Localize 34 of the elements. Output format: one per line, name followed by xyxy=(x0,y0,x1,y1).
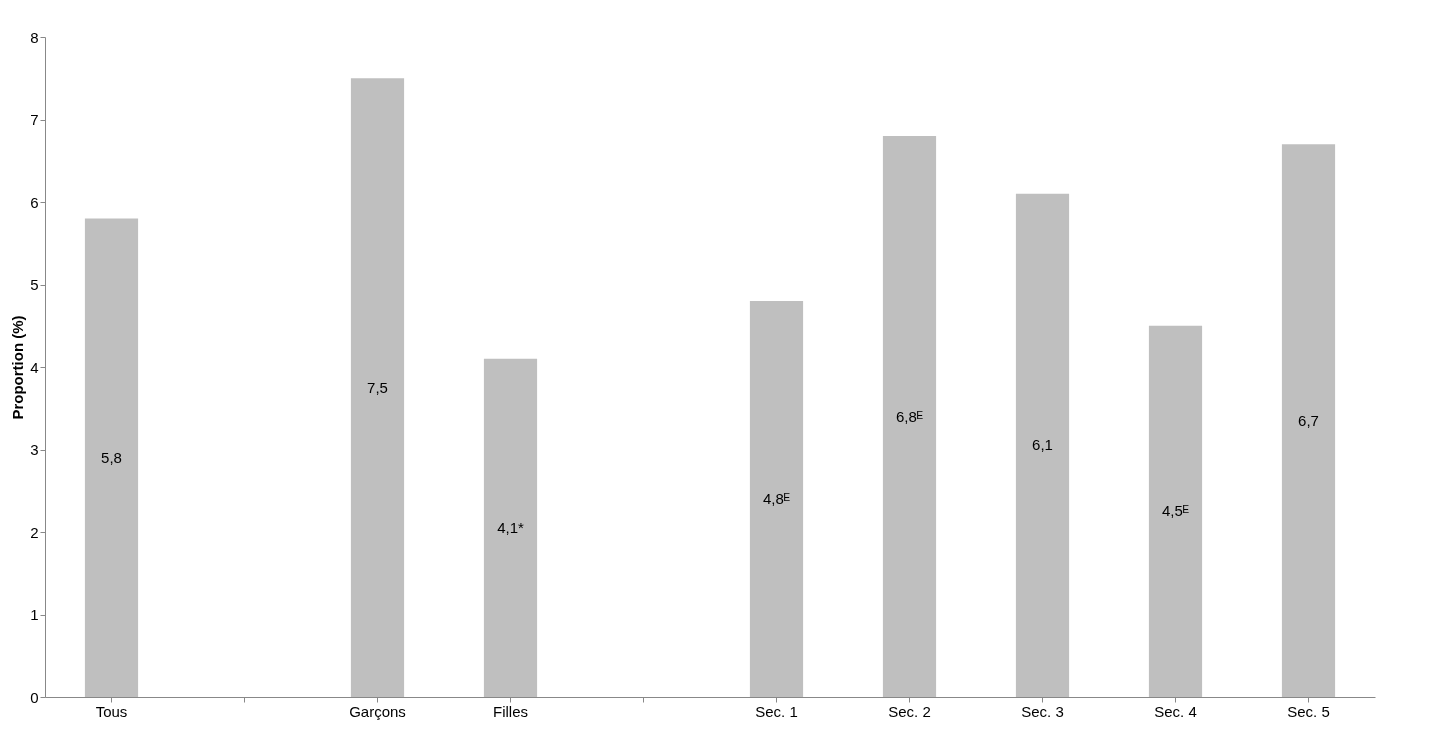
data-label: 7,5 xyxy=(367,378,388,396)
y-tick-label: 8 xyxy=(30,28,39,46)
x-tick-label: Sec. 2 xyxy=(888,702,931,720)
y-tick-label: 6 xyxy=(30,193,39,211)
x-tick-label: Sec. 3 xyxy=(1021,702,1064,720)
data-label: 6,7 xyxy=(1298,411,1319,429)
bar xyxy=(483,358,538,697)
bar xyxy=(1015,193,1070,697)
x-tick-label: Filles xyxy=(492,702,529,720)
x-tick-label: Sec. 5 xyxy=(1287,702,1330,720)
x-tick-label: Sec. 1 xyxy=(755,702,798,720)
data-label: 4,5ᴱ xyxy=(1161,502,1190,520)
y-tick-label: 3 xyxy=(30,441,39,458)
bar xyxy=(84,218,139,697)
data-label: 4,8ᴱ xyxy=(762,490,791,507)
data-label: 6,8ᴱ xyxy=(895,407,924,425)
bar xyxy=(882,136,937,697)
x-tick-label: Sec. 4 xyxy=(1154,702,1197,720)
y-tick-label: 4 xyxy=(30,358,39,376)
data-label: 6,1 xyxy=(1032,436,1053,454)
x-tick-label: Garçons xyxy=(349,702,406,720)
x-tick-label: Tous xyxy=(95,702,128,720)
data-label: 4,1* xyxy=(497,518,524,536)
bar xyxy=(749,301,804,697)
bar xyxy=(1148,325,1203,697)
y-tick-label: 0 xyxy=(30,688,39,706)
bar xyxy=(350,78,405,697)
data-label: 5,8 xyxy=(101,448,122,466)
y-axis-title: Proportion (%) xyxy=(9,315,27,420)
y-tick-label: 5 xyxy=(30,276,39,293)
y-tick-label: 1 xyxy=(30,606,39,623)
y-tick-label: 2 xyxy=(30,523,39,541)
bar xyxy=(1281,144,1336,697)
y-tick-label: 7 xyxy=(30,111,39,128)
